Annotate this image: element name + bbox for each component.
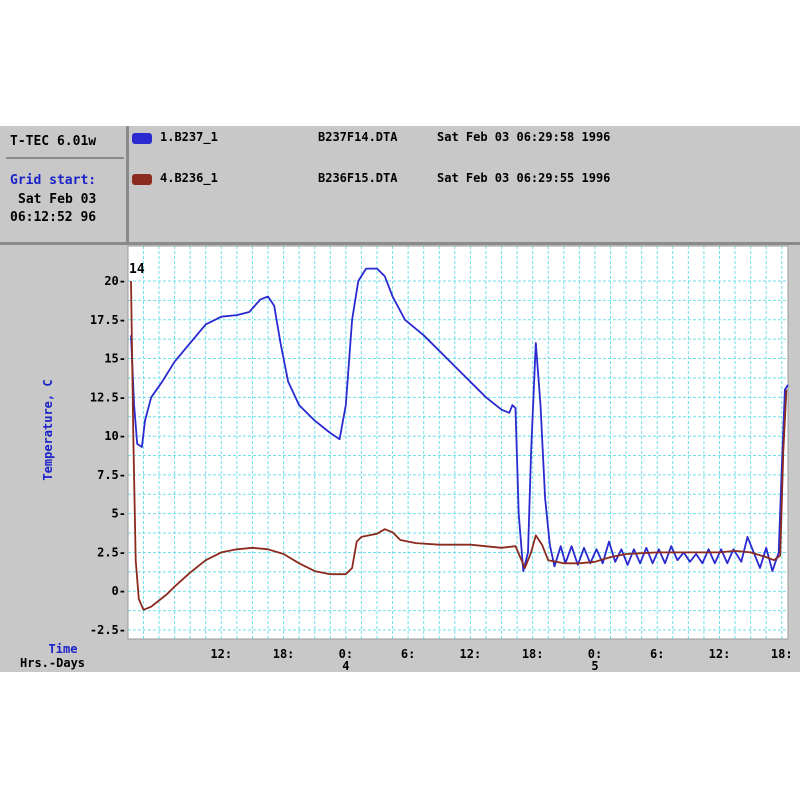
grid-start-date: Sat Feb 03 xyxy=(18,192,97,207)
legend-timestamp: Sat Feb 03 06:29:58 1996 xyxy=(437,130,611,144)
x-tick-day-label: 5 xyxy=(591,659,598,673)
y-tick-label: 0- xyxy=(112,584,126,598)
legend-item-2[interactable]: 4.B236_1 B236F15.DTA Sat Feb 03 06:29:55… xyxy=(132,171,610,189)
app-title: T-TEC 6.01w xyxy=(10,134,97,149)
y-tick-label: 7.5- xyxy=(97,468,126,482)
x-tick-label: 12: xyxy=(210,647,232,661)
corner-label: 14 xyxy=(129,262,145,277)
axis-ticks: 20- 17.5- 15- 12.5- 10- 7.5- 5- 2.5- 0- -2.5- 12: 1… xyxy=(90,274,793,673)
panel-divider xyxy=(126,126,129,242)
plot-area xyxy=(128,246,788,639)
legend-file-name: B236F15.DTA xyxy=(318,171,398,185)
y-tick-label: 5- xyxy=(112,507,126,521)
grid-start-time: 06:12:52 96 xyxy=(10,210,97,225)
y-tick-label: 17.5- xyxy=(90,313,126,327)
y-tick-label: -2.5- xyxy=(90,623,126,637)
series-line-1 xyxy=(130,267,789,572)
x-tick-label: 0: xyxy=(339,647,353,661)
x-axis-units: Hrs.-Days xyxy=(20,656,85,670)
legend-item-1[interactable]: 1.B237_1 B237F14.DTA Sat Feb 03 06:29:58… xyxy=(132,130,610,148)
x-tick-label: 12: xyxy=(709,647,731,661)
y-tick-label: 2.5- xyxy=(97,545,126,559)
legend-series-name: 1.B237_1 xyxy=(160,130,218,144)
y-tick-label: 20- xyxy=(104,274,126,288)
x-tick-label: 6: xyxy=(401,647,415,661)
x-tick-label: 18: xyxy=(771,647,793,661)
header-divider xyxy=(6,157,124,159)
grid-lines xyxy=(127,245,789,640)
legend-timestamp: Sat Feb 03 06:29:55 1996 xyxy=(437,171,611,185)
x-tick-label: 6: xyxy=(650,647,664,661)
series-line-2 xyxy=(130,280,788,611)
plot-divider xyxy=(0,242,800,245)
x-axis-title: Time xyxy=(49,642,78,656)
x-tick-label: 18: xyxy=(522,647,544,661)
plot-frame xyxy=(127,245,789,640)
grid-start-label: Grid start: xyxy=(10,173,97,188)
x-tick-label: 0: xyxy=(588,647,602,661)
x-tick-day-label: 4 xyxy=(342,659,349,673)
legend-swatch-2 xyxy=(132,174,152,185)
x-tick-label: 12: xyxy=(460,647,482,661)
legend-swatch-1 xyxy=(132,133,152,144)
legend-series-name: 4.B236_1 xyxy=(160,171,218,185)
y-axis-title: Temperature, C xyxy=(41,379,55,480)
y-tick-label: 12.5- xyxy=(90,390,126,404)
series-lines xyxy=(130,267,789,611)
x-tick-label: 18: xyxy=(273,647,295,661)
legend-file-name: B237F14.DTA xyxy=(318,130,398,144)
y-tick-label: 10- xyxy=(104,429,126,443)
y-tick-label: 15- xyxy=(104,352,126,366)
